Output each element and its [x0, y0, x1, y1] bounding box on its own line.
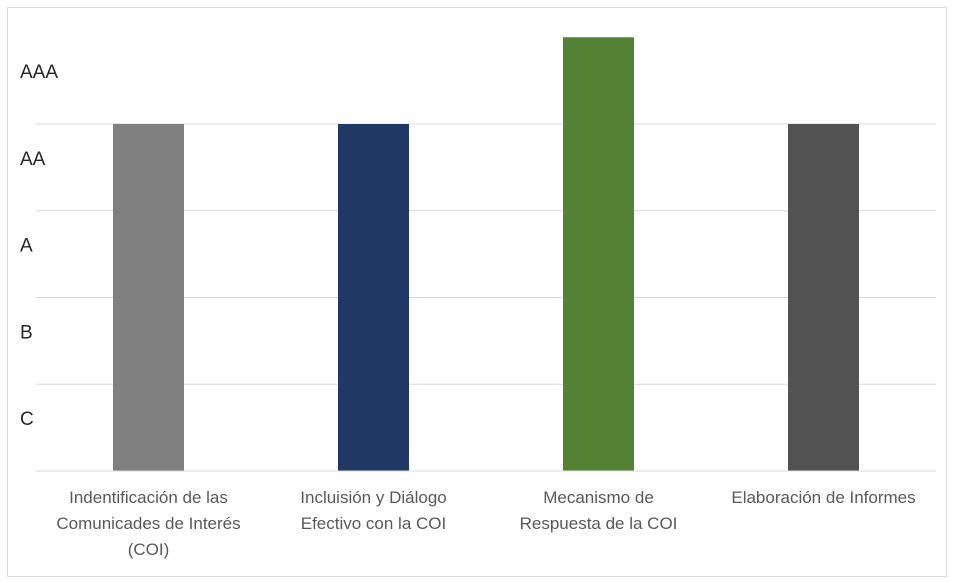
x-tick-label-line: Indentificación de las — [69, 488, 228, 507]
x-tick-label-line: Elaboración de Informes — [731, 488, 916, 507]
x-tick-label: Mecanismo de Respuesta de la COI — [483, 485, 715, 537]
y-tick-label: AAA — [20, 62, 58, 83]
x-tick-label-line: (COI) — [127, 540, 170, 559]
x-tick-label-line: Respuesta de la COI — [519, 514, 678, 533]
x-tick-label: Indentificación de las Comunicades de Int… — [33, 485, 265, 563]
gridlines — [36, 123, 936, 385]
x-tick-label-line: Comunicades de Interés — [56, 514, 241, 533]
bar — [338, 124, 409, 471]
bar — [788, 124, 859, 471]
x-tick-label-line: Incluisión y Diálogo — [300, 488, 447, 507]
y-tick-label: AA — [20, 149, 46, 170]
x-tick-label-line: Mecanismo de — [543, 488, 654, 507]
x-tick-label: Incluisión y Diálogo Efectivo con la COI — [258, 485, 490, 537]
x-tick-label-line: Efectivo con la COI — [300, 514, 447, 533]
y-tick-label: A — [20, 236, 33, 257]
y-tick-label: B — [20, 322, 33, 343]
bar — [563, 37, 634, 471]
bar — [113, 124, 184, 471]
x-tick-label: Elaboración de Informes — [708, 485, 940, 511]
bars — [113, 37, 859, 471]
y-tick-label: C — [20, 409, 34, 430]
chart-frame: C B A AA AAA Indentificación de las Comunicad… — [7, 7, 947, 577]
